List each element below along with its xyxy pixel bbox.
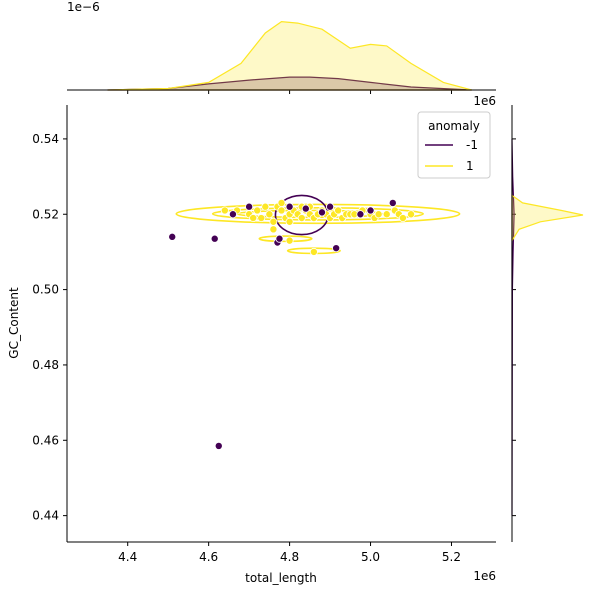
data-point: [326, 202, 335, 211]
data-point: [261, 202, 270, 211]
kde-contour: [258, 235, 313, 243]
y-tick-label: 0.44: [32, 509, 59, 523]
data-point: [309, 247, 318, 256]
x-axis-label: total_length: [245, 571, 317, 585]
y-tick-label: 0.46: [32, 433, 59, 447]
marginal-x-kde: [107, 20, 472, 91]
legend-label-neg1: -1: [466, 138, 478, 152]
data-point: [257, 214, 266, 223]
data-point: [269, 225, 278, 234]
x-tick-label: 5.0: [361, 550, 380, 564]
data-point: [269, 217, 278, 226]
x-tick-label: 4.6: [199, 550, 218, 564]
x-tick-label: 4.4: [118, 550, 137, 564]
data-point: [366, 206, 375, 215]
main-spines: [66, 105, 496, 543]
data-point: [317, 208, 326, 217]
data-point: [388, 198, 397, 207]
data-point: [301, 204, 310, 213]
data-point: [382, 210, 391, 219]
marginal-offset-label: 1e6: [473, 94, 496, 108]
legend-title: anomaly: [428, 119, 480, 133]
data-point: [228, 210, 237, 219]
x-tick-label: 5.2: [442, 550, 461, 564]
data-point: [285, 236, 294, 245]
legend: anomaly -1 1: [417, 111, 491, 179]
data-point: [334, 206, 343, 215]
data-point: [210, 234, 219, 243]
data-point: [275, 234, 284, 243]
data-point: [407, 210, 416, 219]
y-tick-label: 0.50: [32, 283, 59, 297]
marginal-x-offset-label: 1e−6: [67, 0, 100, 14]
x-tick-label: 4.8: [280, 550, 299, 564]
y-tick-label: 0.54: [32, 132, 59, 146]
data-point: [277, 198, 286, 207]
kde-contours: [175, 194, 461, 255]
legend-box: [417, 111, 491, 179]
y-tick-label: 0.52: [32, 207, 59, 221]
data-point: [297, 214, 306, 223]
data-point: [374, 210, 383, 219]
data-point: [214, 441, 223, 450]
marginal-y-density-normal: [511, 194, 584, 241]
data-point: [332, 244, 341, 253]
x-offset-label: 1e6: [473, 569, 496, 583]
y-tick-label: 0.48: [32, 358, 59, 372]
data-point: [220, 206, 229, 215]
data-point: [253, 206, 262, 215]
data-point: [356, 210, 365, 219]
legend-label-1: 1: [466, 159, 474, 173]
data-point: [168, 232, 177, 241]
kde-contour: [175, 203, 461, 225]
y-axis-label: GC_Content: [7, 287, 21, 359]
kde-contour: [211, 207, 424, 221]
data-point: [245, 202, 254, 211]
data-point: [285, 217, 294, 226]
data-point: [285, 202, 294, 211]
marginal-x-density-normal: [107, 20, 472, 91]
data-point: [398, 214, 407, 223]
data-point: [277, 206, 286, 215]
y-ticks: 0.44 0.46 0.48 0.50 0.52 0.54: [32, 132, 516, 523]
marginal-y-kde: [511, 138, 584, 516]
data-point: [265, 210, 274, 219]
main-plot-area: [168, 194, 461, 450]
x-ticks: 4.4 4.6 4.8 5.0 5.2: [118, 90, 461, 564]
scatter-points: [168, 198, 416, 450]
data-point: [249, 214, 258, 223]
